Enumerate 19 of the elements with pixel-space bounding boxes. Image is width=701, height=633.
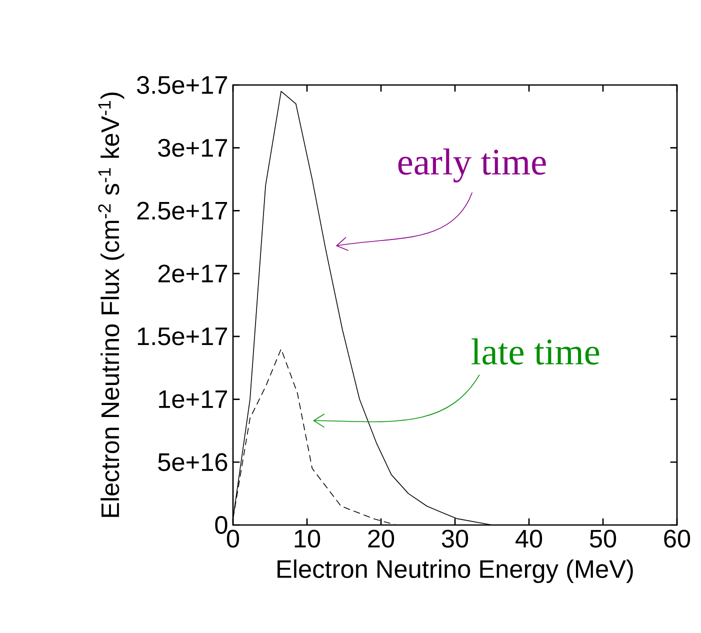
y-tick-label: 0 [215,516,228,534]
y-tick-label: 1e+17 [159,390,228,408]
y-tick-label: 2e+17 [158,264,228,283]
x-tick-label: 40 [515,530,542,548]
x-tick-label: 50 [590,530,616,548]
annotation: late time [472,338,600,365]
y-tick-label: 1.5e+17 [138,328,228,346]
y-axis-title: Electron Neutrino Flux (cm$^{-2}$ s$^{-1}$ keV$^{-1}$) [98,92,124,517]
y-tick-label: 3.5e+17 [136,76,228,94]
x-tick-label: 60 [664,530,690,548]
y-tick-label: 3e+17 [158,138,228,157]
x-axis-title: Electron Neutrino Energy (MeV) [278,559,633,584]
x-tick-label: 20 [368,530,394,548]
y-tick-label: 5e+16 [158,453,228,472]
x-tick-label: 10 [294,530,320,548]
y-tick-label: 2.5e+17 [137,202,228,220]
x-tick-label: 0 [226,530,240,548]
x-tick-label: 30 [442,530,468,548]
annotation: early time [398,148,546,182]
